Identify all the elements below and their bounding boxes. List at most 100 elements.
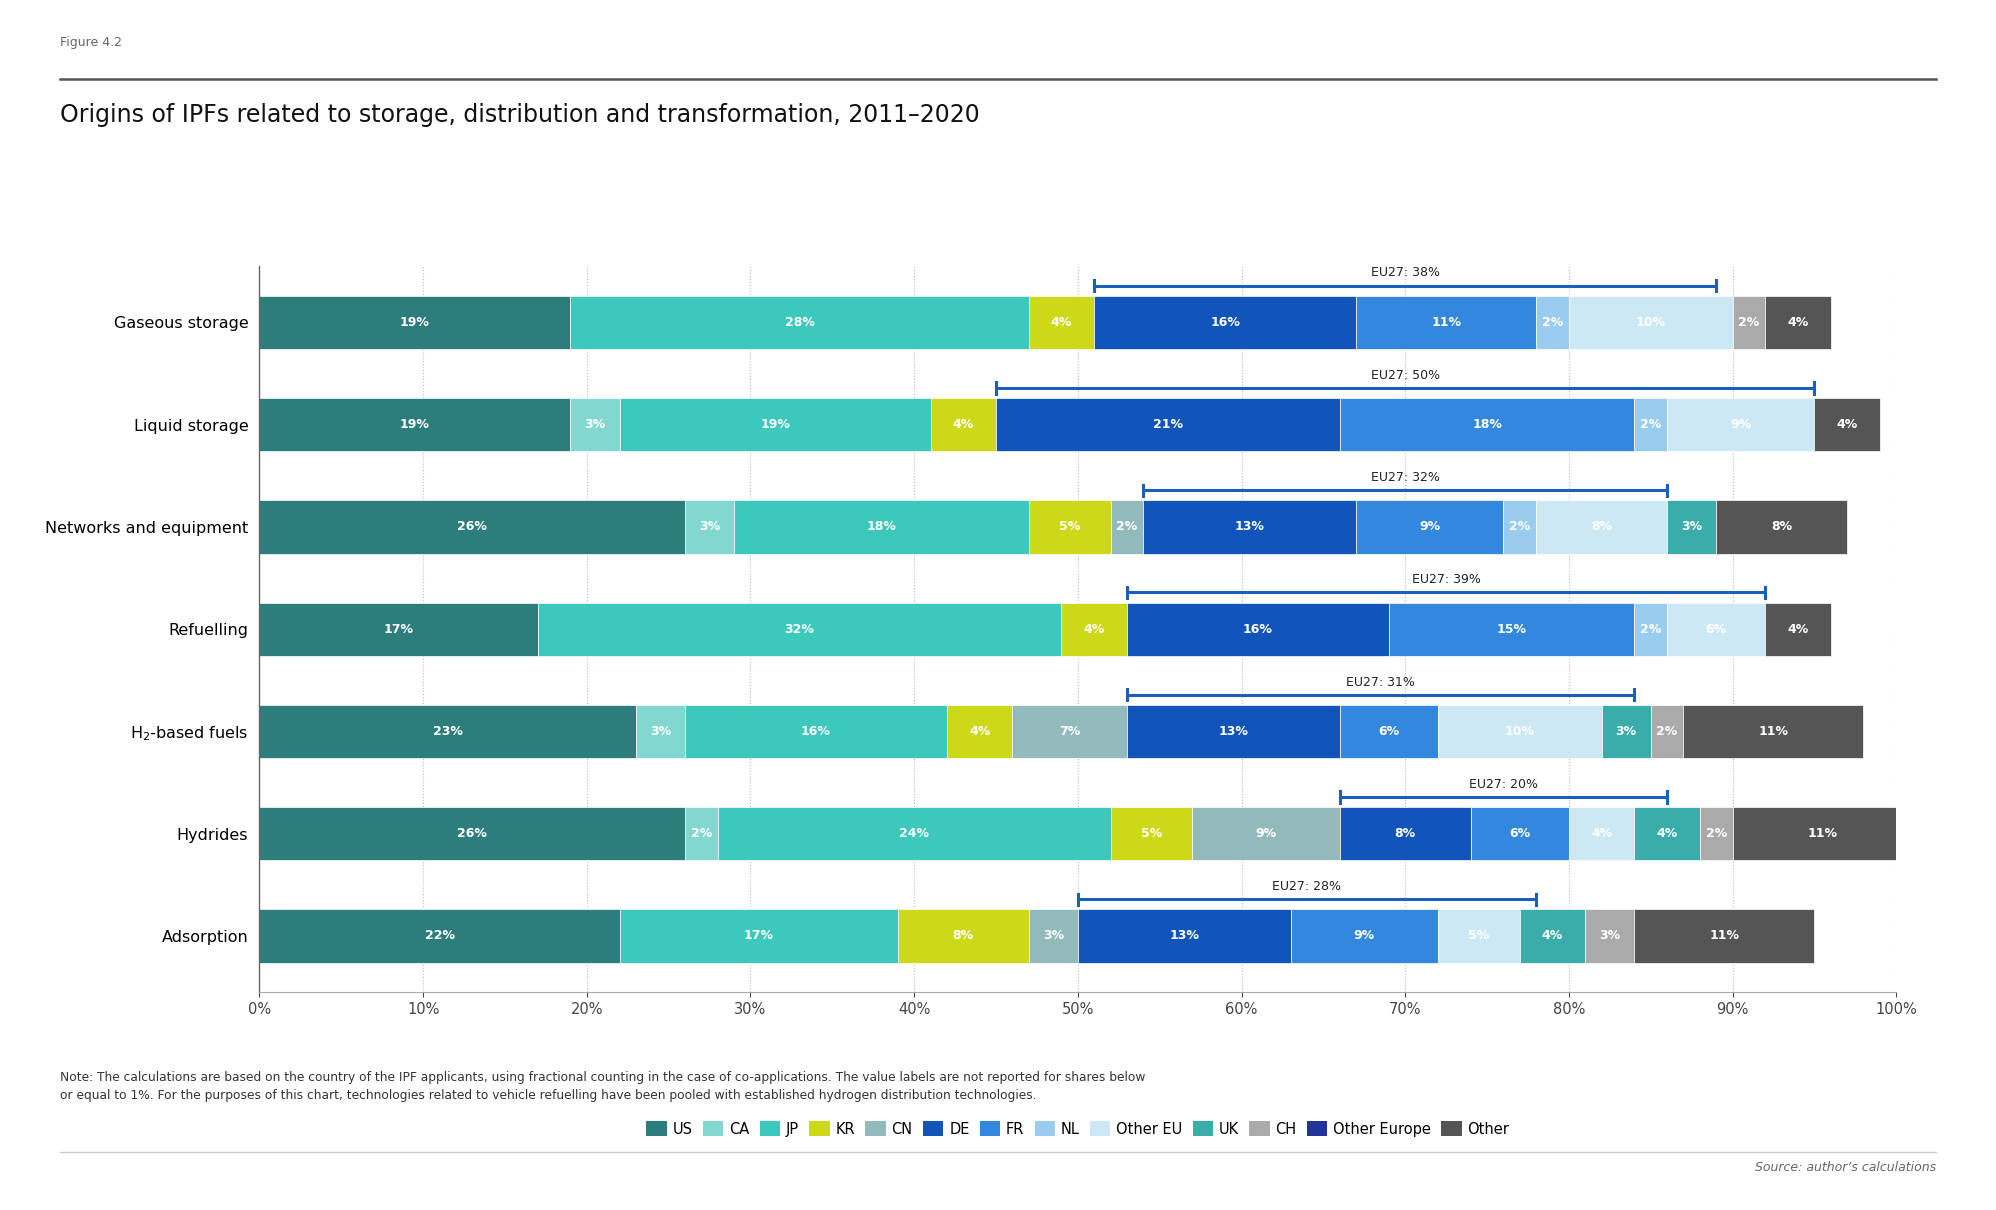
Bar	[1094, 296, 1355, 348]
Bar	[1355, 501, 1503, 553]
Bar	[719, 807, 1110, 860]
Bar	[1339, 807, 1471, 860]
Bar	[1537, 296, 1569, 348]
Text: EU27: 32%: EU27: 32%	[1371, 471, 1439, 484]
Bar	[259, 398, 571, 451]
Bar	[1355, 296, 1537, 348]
Bar	[685, 501, 735, 553]
Text: 2%: 2%	[1657, 725, 1679, 738]
Text: 6%: 6%	[1509, 828, 1531, 840]
Text: 5%: 5%	[1469, 929, 1489, 943]
Bar	[1339, 705, 1437, 757]
Text: 11%: 11%	[1709, 929, 1739, 943]
Bar	[1667, 501, 1717, 553]
Text: 4%: 4%	[1836, 419, 1858, 431]
Bar	[259, 910, 619, 962]
Text: 2%: 2%	[1541, 316, 1563, 329]
Text: 18%: 18%	[1473, 419, 1501, 431]
Text: 19%: 19%	[760, 419, 790, 431]
Text: 8%: 8%	[1591, 520, 1613, 534]
Bar	[637, 705, 685, 757]
Text: 4%: 4%	[968, 725, 990, 738]
Bar	[1519, 910, 1585, 962]
Bar	[1733, 296, 1764, 348]
Bar	[1635, 910, 1814, 962]
Bar	[259, 296, 571, 348]
Bar	[1651, 705, 1683, 757]
Bar	[1733, 807, 1912, 860]
Text: 2%: 2%	[1641, 419, 1661, 431]
Text: 7%: 7%	[1060, 725, 1080, 738]
Bar	[259, 705, 637, 757]
Bar	[735, 501, 1028, 553]
Bar	[1635, 807, 1701, 860]
Text: 16%: 16%	[1244, 623, 1273, 635]
Text: 23%: 23%	[433, 725, 463, 738]
Text: 2%: 2%	[1509, 520, 1531, 534]
Legend: US, CA, JP, KR, CN, DE, FR, NL, Other EU, UK, CH, Other Europe, Other: US, CA, JP, KR, CN, DE, FR, NL, Other EU…	[641, 1116, 1515, 1142]
Bar	[1028, 501, 1110, 553]
Bar	[1291, 910, 1437, 962]
Text: 4%: 4%	[1591, 828, 1613, 840]
Text: 19%: 19%	[399, 316, 429, 329]
Text: 6%: 6%	[1379, 725, 1399, 738]
Text: EU27: 50%: EU27: 50%	[1371, 369, 1439, 381]
Text: 6%: 6%	[1707, 623, 1727, 635]
Bar	[898, 910, 1028, 962]
Text: EU27: 20%: EU27: 20%	[1469, 778, 1537, 791]
Text: 5%: 5%	[1060, 520, 1080, 534]
Bar	[1667, 603, 1764, 656]
Bar	[1814, 398, 1880, 451]
Bar	[1635, 603, 1667, 656]
Bar	[1192, 807, 1339, 860]
Bar	[1062, 603, 1128, 656]
Text: EU27: 38%: EU27: 38%	[1371, 266, 1439, 280]
Text: 15%: 15%	[1497, 623, 1527, 635]
Text: 17%: 17%	[383, 623, 413, 635]
Text: 3%: 3%	[699, 520, 721, 534]
Bar	[1437, 705, 1601, 757]
Text: 2%: 2%	[1705, 828, 1727, 840]
Text: 8%: 8%	[1770, 520, 1792, 534]
Text: 4%: 4%	[1084, 623, 1106, 635]
Text: 9%: 9%	[1731, 419, 1750, 431]
Text: 3%: 3%	[1681, 520, 1703, 534]
Bar	[571, 398, 619, 451]
Bar	[685, 705, 946, 757]
Bar	[1683, 705, 1864, 757]
Text: 22%: 22%	[425, 929, 455, 943]
Bar	[1471, 807, 1569, 860]
Bar	[259, 501, 685, 553]
Text: EU27: 39%: EU27: 39%	[1411, 574, 1481, 587]
Text: 11%: 11%	[1431, 316, 1461, 329]
Bar	[619, 398, 930, 451]
Bar	[1389, 603, 1635, 656]
Text: 8%: 8%	[1395, 828, 1415, 840]
Text: Origins of IPFs related to storage, distribution and transformation, 2011–2020: Origins of IPFs related to storage, dist…	[60, 103, 980, 127]
Text: 3%: 3%	[651, 725, 671, 738]
Text: 4%: 4%	[1657, 828, 1679, 840]
Text: 16%: 16%	[1210, 316, 1240, 329]
Bar	[259, 603, 537, 656]
Text: 21%: 21%	[1154, 419, 1184, 431]
Bar	[1764, 603, 1830, 656]
Bar	[1635, 398, 1667, 451]
Text: EU27: 31%: EU27: 31%	[1345, 675, 1415, 688]
Bar	[1667, 398, 1814, 451]
Bar	[1503, 501, 1537, 553]
Text: 13%: 13%	[1236, 520, 1265, 534]
Bar	[685, 807, 719, 860]
Bar	[996, 398, 1339, 451]
Text: 9%: 9%	[1353, 929, 1375, 943]
Text: 28%: 28%	[784, 316, 814, 329]
Bar	[1028, 910, 1078, 962]
Bar	[1110, 501, 1144, 553]
Text: 2%: 2%	[1739, 316, 1760, 329]
Bar	[619, 910, 898, 962]
Text: 26%: 26%	[457, 520, 487, 534]
Text: 13%: 13%	[1170, 929, 1200, 943]
Bar	[1585, 910, 1635, 962]
Bar	[1601, 705, 1651, 757]
Text: 13%: 13%	[1218, 725, 1248, 738]
Bar	[1569, 807, 1635, 860]
